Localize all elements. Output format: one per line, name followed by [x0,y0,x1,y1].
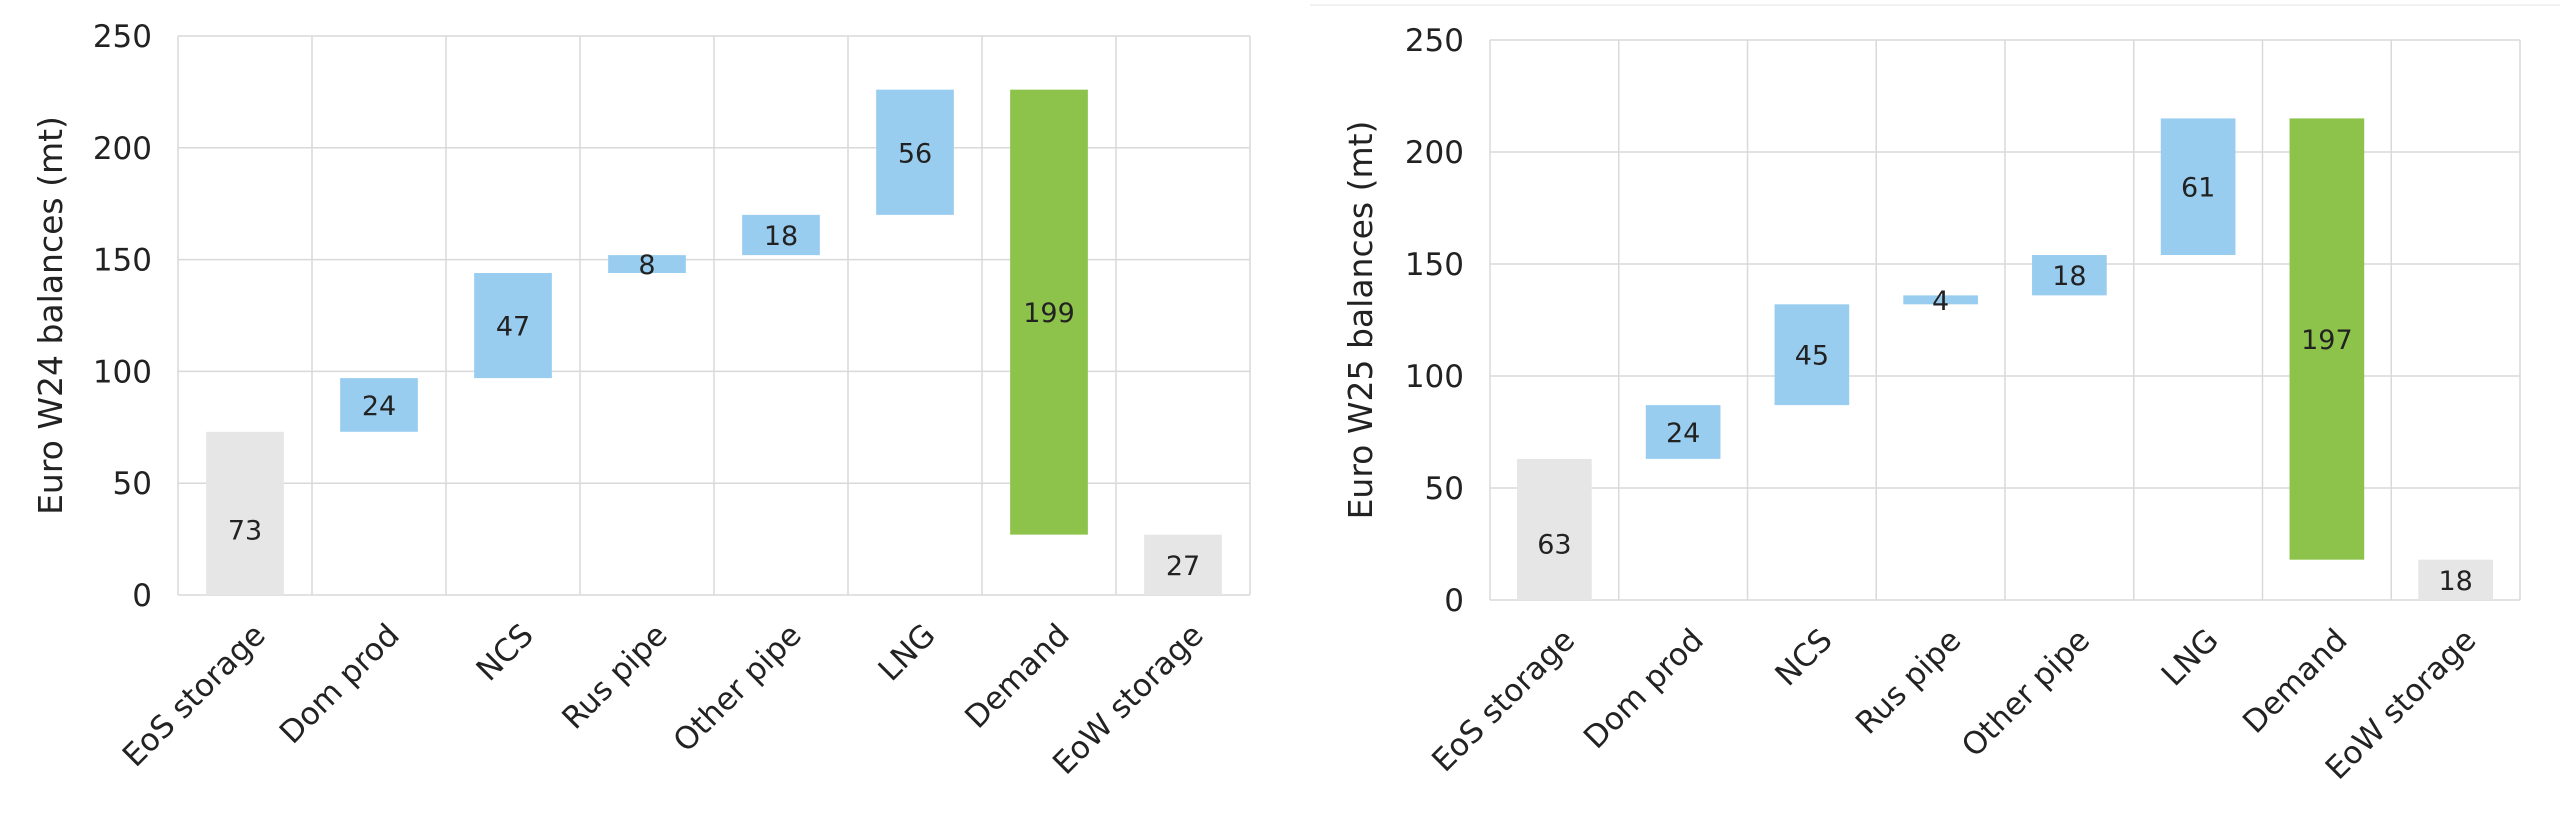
bar-eow-storage [1144,534,1222,595]
bar-lng [2160,118,2236,256]
x-tick-label: Rus pipe [1849,622,1968,741]
y-tick-label: 200 [1405,135,1464,171]
x-tick-label: LNG [872,617,943,688]
x-tick-label: NCS [470,617,541,688]
x-tick-label: NCS [1768,622,1839,693]
bar-rus-pipe [608,255,686,274]
y-axis-title: Euro W24 balances (mt) [31,116,70,515]
x-tick-label: EoS storage [1425,622,1582,779]
y-tick-label: 100 [93,354,152,390]
y-tick-label: 250 [1405,23,1464,59]
data-label: 199 [1023,298,1075,329]
chart-w24: 0 50 100 150 200 250 Euro W24 balances (mt) 73 2… [31,19,1251,782]
bar-eos-storage [206,431,284,595]
bar-demand [1010,89,1088,535]
x-tick-label: Dom prod [1577,622,1711,756]
data-label: 63 [1537,530,1571,561]
y-tick-label: 50 [113,466,152,502]
chart-w25: 0 50 100 150 200 250 Euro W25 balances (mt) 63 2… [1310,0,2560,814]
bar-demand [2289,118,2365,560]
y-tick-label: 250 [93,19,152,55]
bar-dom-prod [1645,405,1721,459]
data-label: 24 [362,391,396,422]
x-tick-label: Rus pipe [555,617,674,736]
x-tick-label: Demand [958,617,1076,735]
bar-dom-prod [340,378,418,432]
bar-rus-pipe [1903,295,1978,305]
y-tick-label: 100 [1405,359,1464,395]
data-label: 197 [2301,325,2353,356]
y-tick-label: 50 [1425,471,1464,507]
x-tick-label: EoS storage [116,617,273,774]
data-label: 18 [764,221,798,252]
bar-eow-storage [2418,559,2493,600]
bar-lng [876,89,954,215]
y-tick-label: 200 [93,131,152,167]
bar-ncs [1774,304,1850,406]
y-axis-title: Euro W25 balances (mt) [1341,121,1380,520]
y-tick-label: 150 [1405,247,1464,283]
y-tick-label: 150 [93,243,152,279]
chart-w25-svg: 0 50 100 150 200 250 Euro W25 balances (mt) 63 2… [1341,23,2521,787]
x-tick-label: Demand [2236,622,2354,740]
data-label: 61 [2181,173,2215,204]
data-label: 73 [228,516,262,547]
data-label: 18 [2438,566,2472,597]
panel-divider [1310,4,2560,6]
data-label: 27 [1166,551,1200,582]
data-label: 45 [1795,341,1829,372]
x-tick-label: Dom prod [273,617,407,751]
y-tick-label: 0 [132,578,152,614]
data-label: 56 [898,138,932,169]
bar-other-pipe [2032,255,2107,296]
x-tick-label: Other pipe [1955,622,2097,764]
y-tick-label: 0 [1444,583,1464,619]
bar-other-pipe [742,214,820,256]
data-label: 24 [1666,418,1700,449]
data-label: 18 [2052,261,2086,292]
data-label: 8 [638,250,655,281]
x-tick-label: Other pipe [667,617,809,759]
chart-w24-svg: 0 50 100 150 200 250 Euro W24 balances (mt) 73 2… [31,19,1251,782]
x-tick-label: LNG [2155,622,2226,693]
bar-ncs [474,273,552,379]
bar-eos-storage [1517,458,1592,600]
data-label: 4 [1932,286,1949,317]
data-label: 47 [496,312,530,343]
